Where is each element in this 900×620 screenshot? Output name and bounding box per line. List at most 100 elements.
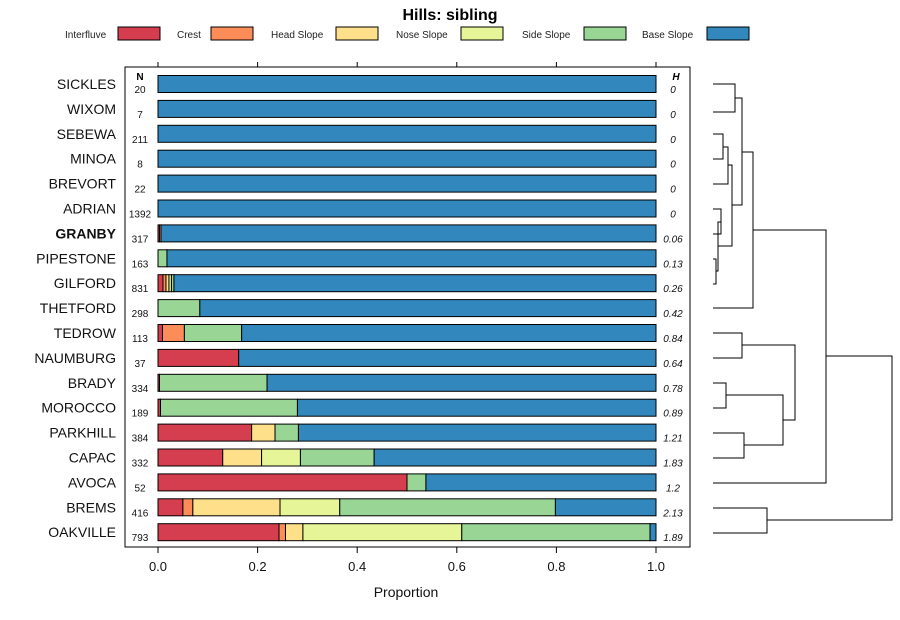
bars [157,75,657,542]
dendrogram [713,83,893,534]
bar-segment [238,348,657,367]
x-tick-label: 0.0 [149,559,167,574]
row-label: PARKHILL [49,425,116,441]
n-column-header: N [136,72,143,83]
legend-swatch [583,26,627,41]
legend-label: Side Slope [522,30,571,41]
n-value: 211 [132,135,148,146]
x-tick-label: 0.4 [348,559,366,574]
bar-segment [222,448,263,467]
bar-segment [266,373,657,392]
bar-segment [183,324,243,342]
row-label: AVOCA [68,474,117,490]
h-value: 0 [670,185,676,196]
bar-segment [299,448,375,467]
row-label: GILFORD [54,275,116,291]
row-label: CAPAC [69,450,116,466]
n-value: 793 [132,533,149,544]
bar-segment [251,423,276,442]
dendrogram-branch [713,133,724,160]
n-value: 416 [132,508,149,519]
h-value: 1.21 [663,434,682,445]
bar-segment [157,124,657,143]
n-value: 298 [132,309,149,320]
bar-segment [157,99,657,118]
x-axis: 0.0 0.2 0.4 0.6 0.8 1.0 [149,547,665,574]
row-label: NAUMBURG [34,350,116,366]
row-label: BRADY [68,375,117,391]
legend-swatch [460,26,504,41]
dendrogram-branch [713,146,729,185]
n-value: 22 [134,185,146,196]
legend-swatch [210,26,254,41]
dendrogram-branch [713,258,717,285]
row-label: THETFORD [40,300,116,316]
x-tick-label: 0.2 [249,559,267,574]
bar-segment [157,174,657,193]
dendrogram-branch [713,432,745,459]
h-value: 0.78 [663,384,683,395]
h-column-header: H [672,72,680,83]
row-label: ADRIAN [63,201,116,217]
legend-swatch [706,26,750,41]
bar-segment [157,498,184,517]
h-value: 0 [670,110,676,121]
bar-segment [166,249,657,268]
h-value: 0 [670,160,676,171]
bar-segment [157,423,253,442]
n-value: 163 [132,259,149,270]
row-label: MOROCCO [41,400,116,416]
dendrogram-branch [767,355,893,521]
bar-segment [278,523,286,542]
h-value: 0 [670,135,676,146]
bar-segment [161,324,185,342]
x-tick-label: 1.0 [647,559,665,574]
n-value: 831 [132,284,149,295]
legend-label: Head Slope [271,30,324,41]
dendrogram-branch [713,382,727,409]
n-value: 334 [132,384,149,395]
bar-segment [554,498,657,517]
x-tick-label: 0.6 [448,559,466,574]
bar-segment [461,523,651,542]
dendrogram-branch [732,97,743,206]
h-values: 0 0 0 0 0 0 0.06 0.13 0.26 0.42 0.84 0.64 0.78 0.89 1.… [662,85,683,544]
n-value: 20 [134,85,146,96]
bar-segment [373,448,657,467]
n-value: 332 [132,459,149,470]
legend-swatch [335,26,379,41]
h-value: 0.26 [663,284,683,295]
top-ticks [157,62,657,67]
bar-segment [302,523,463,542]
bar-segment [159,398,298,417]
legend-label: Interfluve [65,30,107,41]
h-value: 1.2 [666,483,680,494]
n-values: 20 7 211 8 22 1392 317 163 831 298 113 37 334 189 384 3… [129,85,152,544]
bar-segment [241,324,657,342]
row-label: OAKVILLE [48,524,116,540]
bar-segment [339,498,556,517]
bar-segment [182,498,194,517]
h-value: 0.42 [663,309,683,320]
h-value: 0.84 [663,334,683,345]
n-value: 384 [132,434,149,445]
bar-segment [160,224,657,243]
bar-segment [274,423,299,442]
h-value: 2.13 [662,508,683,519]
h-value: 0 [670,210,676,221]
legend-swatch [117,26,161,41]
row-label: PIPESTONE [36,250,116,266]
dendrogram-branch [726,394,784,446]
n-value: 317 [132,234,149,245]
h-value: 0 [670,85,676,96]
legend-label: Base Slope [642,30,694,41]
bar-segment [157,473,408,492]
dendrogram-branch [713,83,736,113]
row-label: BREMS [66,499,116,515]
bar-segment [425,473,657,492]
legend-label: Nose Slope [396,30,448,41]
bar-segment [261,448,301,467]
bar-segment [157,199,657,218]
row-label: SICKLES [57,76,116,92]
